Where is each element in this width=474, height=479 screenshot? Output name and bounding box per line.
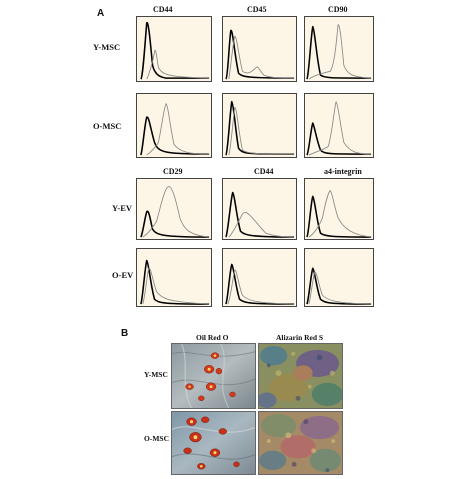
histogram-o-ev-cd44 bbox=[222, 248, 297, 307]
micrograph-alizarin-o-msc bbox=[258, 411, 343, 475]
histogram-y-msc-cd90 bbox=[304, 16, 374, 82]
histogram-y-msc-cd44 bbox=[136, 16, 212, 82]
histogram-y-ev-cd44 bbox=[222, 178, 297, 240]
column-title-cd90: CD90 bbox=[328, 5, 348, 14]
column-title-cd29: CD29 bbox=[163, 167, 183, 176]
histogram-y-ev-cd29 bbox=[136, 178, 212, 240]
column-title-cd44: CD44 bbox=[153, 5, 173, 14]
row-label-y-msc-stain: Y-MSC bbox=[144, 370, 168, 379]
histogram-o-ev-cd29 bbox=[136, 248, 212, 307]
column-title-cd44-ev: CD44 bbox=[254, 167, 274, 176]
histogram-o-msc-cd45 bbox=[222, 93, 297, 158]
stain-title-oil-red-o: Oil Red O bbox=[196, 333, 229, 342]
row-label-o-ev: O-EV bbox=[112, 270, 134, 280]
panel-b-letter: B bbox=[121, 328, 129, 339]
row-label-y-msc-top: Y-MSC bbox=[93, 42, 121, 52]
row-label-y-ev: Y-EV bbox=[112, 203, 132, 213]
micrograph-oil-red-o-msc bbox=[171, 411, 256, 475]
stain-title-alizarin-red-s: Alizarin Red S bbox=[276, 333, 324, 342]
histogram-o-msc-cd44 bbox=[136, 93, 212, 158]
row-label-o-msc-top: O-MSC bbox=[93, 121, 122, 131]
histogram-o-ev-a4-integrin bbox=[304, 248, 374, 307]
column-title-cd45: CD45 bbox=[247, 5, 267, 14]
panel-a-letter: A bbox=[97, 8, 105, 19]
micrograph-alizarin-y-msc bbox=[258, 343, 343, 409]
histogram-y-ev-a4-integrin bbox=[304, 178, 374, 240]
column-title-a4-integrin: a4-integrin bbox=[324, 167, 362, 176]
histogram-y-msc-cd45 bbox=[222, 16, 297, 82]
micrograph-oil-red-y-msc bbox=[171, 343, 256, 409]
histogram-o-msc-cd90 bbox=[304, 93, 374, 158]
row-label-o-msc-stain: O-MSC bbox=[144, 434, 169, 443]
